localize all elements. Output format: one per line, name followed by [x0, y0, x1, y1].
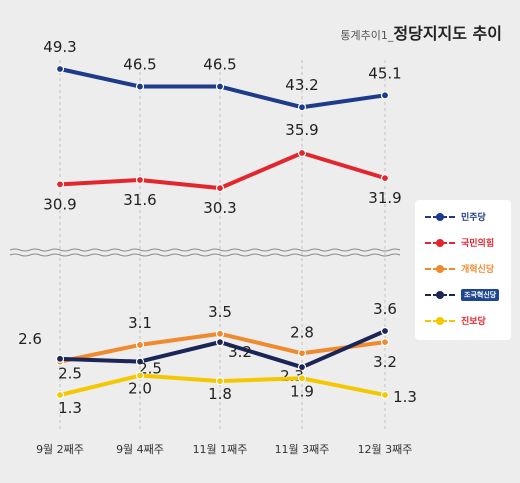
data-point [297, 148, 307, 158]
data-label: 3.5 [208, 303, 232, 321]
data-point [380, 173, 390, 183]
data-point [55, 64, 65, 74]
data-label: 1.3 [393, 388, 417, 406]
legend: 민주당 국민의힘 개혁신당 조국혁신당 진보당 [415, 200, 511, 340]
legend-label-rebuilding: 조국혁신당 [461, 289, 500, 301]
legend-item-progressive: 진보당 [415, 311, 511, 331]
x-tick-label: 9월 4째주 [116, 443, 164, 456]
data-label: 45.1 [368, 64, 401, 82]
data-label: 3.2 [373, 353, 397, 371]
legend-label-ppp: 국민의힘 [461, 239, 495, 249]
data-point [297, 363, 307, 372]
data-point [297, 374, 307, 383]
data-label: 1.8 [208, 385, 232, 403]
legend-swatch-dot [436, 291, 444, 299]
data-label: 3.1 [128, 314, 152, 332]
legend-swatch-dot [436, 317, 444, 325]
chart-title-main: 정당지지도 추이 [393, 24, 502, 43]
legend-item-rebuilding: 조국혁신당 [415, 285, 511, 305]
x-tick-label: 9월 2째주 [36, 443, 84, 456]
data-label: 2.0 [128, 380, 152, 398]
axis-break-line [9, 248, 401, 252]
data-label: 30.9 [43, 195, 76, 213]
data-point [380, 338, 390, 347]
x-tick-label: 12월 3째주 [358, 443, 413, 456]
legend-item-ppp: 국민의힘 [415, 233, 511, 253]
series-line [59, 331, 386, 364]
data-point [135, 175, 145, 185]
data-label: 35.9 [285, 121, 318, 139]
data-point [297, 349, 307, 358]
legend-swatch-dot [436, 239, 444, 247]
data-point [297, 103, 307, 112]
legend-swatch-dot [436, 213, 444, 221]
data-point [135, 357, 145, 366]
data-label: 31.9 [368, 189, 401, 207]
data-point [135, 340, 145, 350]
data-label: 2.5 [58, 365, 82, 383]
data-label: 31.6 [123, 191, 156, 209]
data-point [380, 326, 390, 336]
data-point [215, 329, 225, 338]
data-point [55, 354, 65, 363]
chart-title-prefix: 통계추이1_ [340, 29, 394, 42]
data-label: 43.2 [285, 76, 318, 94]
legend-item-minjoo: 민주당 [415, 207, 511, 227]
data-point [215, 338, 225, 347]
data-label: 46.5 [203, 56, 236, 74]
data-point [55, 390, 65, 400]
series-line [59, 151, 386, 191]
data-label: 1.3 [58, 399, 82, 417]
data-point [380, 91, 390, 100]
data-label: 2.8 [290, 323, 314, 341]
legend-item-reform: 개혁신당 [415, 259, 511, 279]
legend-label-progressive: 진보당 [461, 317, 486, 327]
data-point [55, 180, 65, 189]
data-label: 1.9 [290, 382, 314, 400]
data-label: 49.3 [43, 38, 76, 56]
data-label: 30.3 [203, 199, 236, 217]
legend-label-minjoo: 민주당 [461, 213, 486, 223]
data-label: 3.6 [373, 300, 397, 318]
data-point [135, 82, 145, 91]
x-tick-label: 11월 1째주 [193, 443, 248, 456]
data-label: 46.5 [123, 56, 156, 74]
data-point [215, 376, 225, 386]
data-label: 3.2 [228, 343, 252, 361]
data-point [215, 184, 225, 193]
data-point [380, 390, 390, 400]
data-label: 2.5 [138, 360, 162, 378]
legend-label-reform: 개혁신당 [461, 265, 495, 275]
data-point [135, 371, 145, 380]
x-tick-label: 11월 3째주 [275, 443, 330, 456]
axis-break-line [9, 253, 401, 257]
chart-title: 통계추이1_정당지지도 추이 [340, 20, 502, 44]
data-point [215, 82, 225, 91]
legend-swatch-dot [436, 265, 444, 273]
data-label: 2.6 [18, 330, 42, 348]
